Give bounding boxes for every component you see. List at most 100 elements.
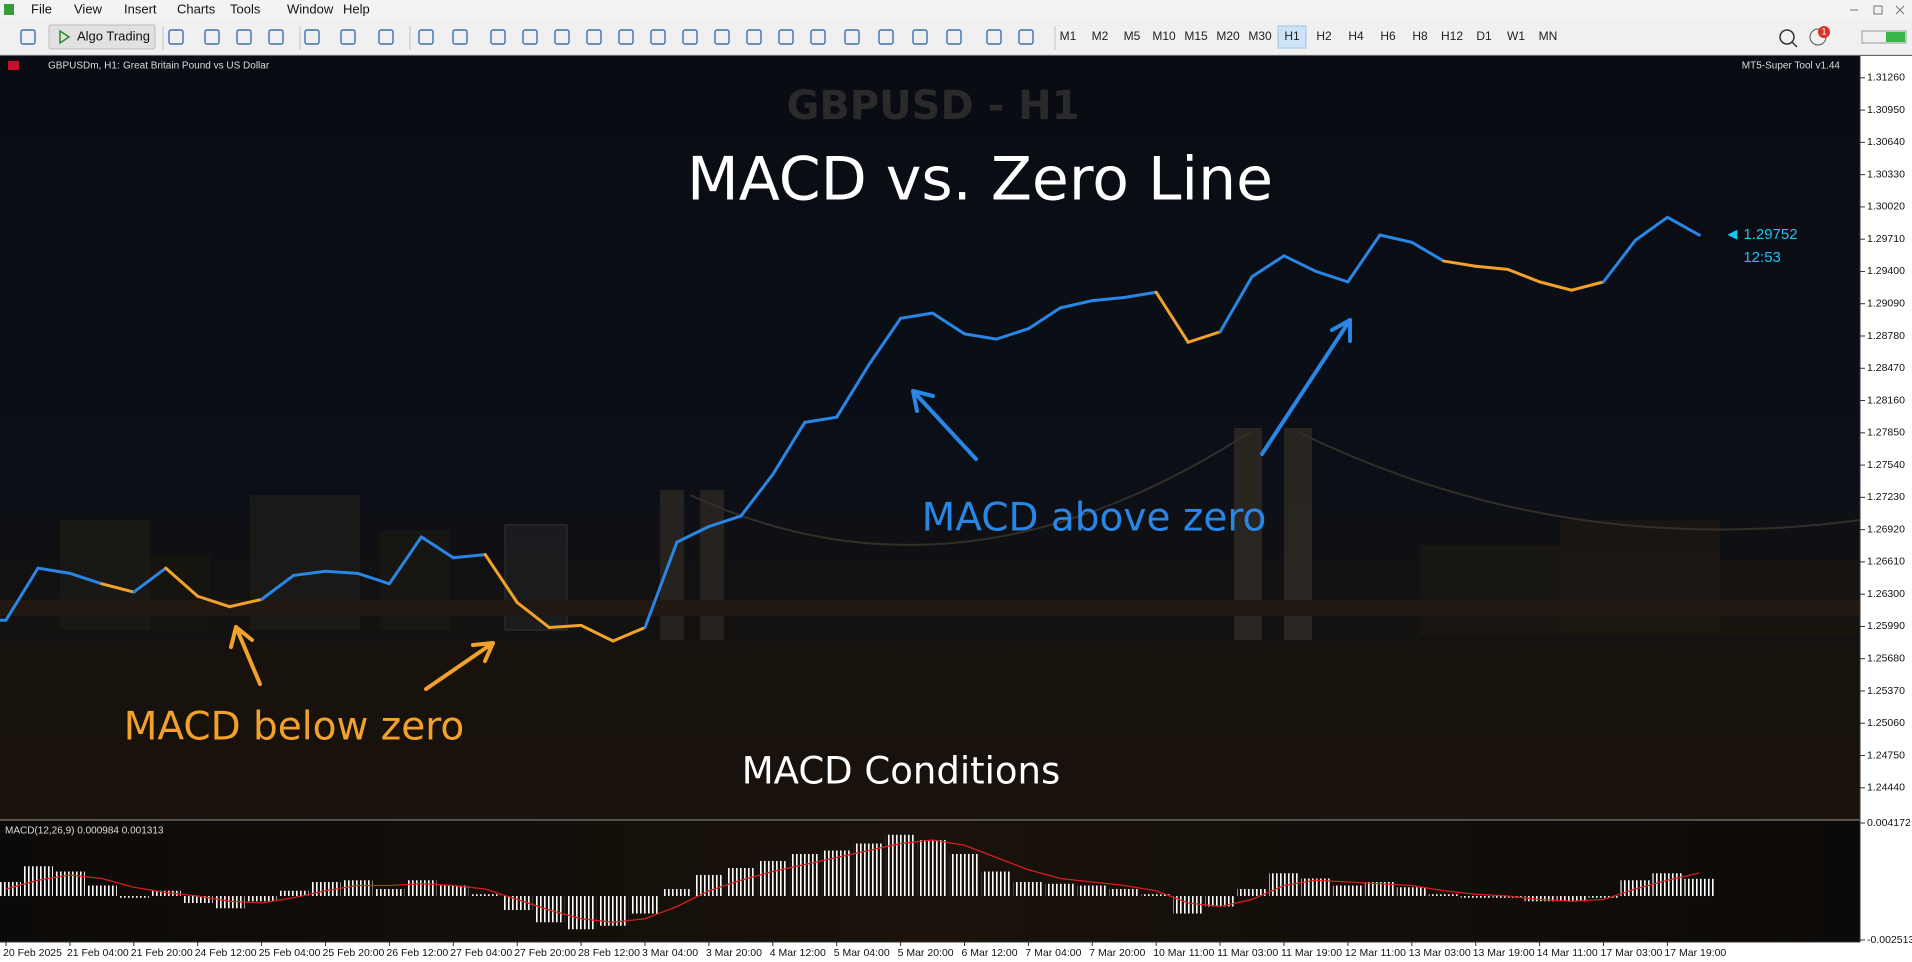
x-tick-label: 17 Mar 03:00 [1601,947,1663,959]
menu-item[interactable]: File [31,1,52,16]
toolbar-icon[interactable] [778,29,794,45]
timeframe-button[interactable]: H8 [1412,29,1428,43]
toolbar-icon[interactable] [986,29,1002,45]
x-tick-label: 5 Mar 20:00 [898,947,954,959]
menu-item[interactable]: Charts [177,1,216,16]
timeframe-button[interactable]: H6 [1380,29,1396,43]
toolbar-icon[interactable] [168,29,184,45]
toolbar-icon[interactable] [618,29,634,45]
x-tick-label: 13 Mar 03:00 [1409,947,1471,959]
y-tick-label: 1.29400 [1867,265,1905,277]
toolbar-icon[interactable] [378,29,394,45]
timeframe-button[interactable]: H12 [1441,29,1463,43]
toolbar-icon[interactable] [878,29,894,45]
restore[interactable] [1873,5,1883,15]
toolbar-icon[interactable] [746,29,762,45]
toolbar-icon[interactable] [304,29,320,45]
play-icon [59,29,71,45]
arrows-below [229,625,495,691]
timeframe-button[interactable]: H2 [1316,29,1332,43]
y-tick-label: 1.26300 [1867,588,1905,600]
toolbar-icon[interactable] [522,29,538,45]
x-tick-label: 21 Feb 20:00 [131,947,193,959]
timeframe-button[interactable]: M30 [1248,29,1272,43]
menu-item[interactable]: Window [287,1,334,16]
menu-item[interactable]: Tools [230,1,261,16]
toolbar-icon[interactable] [946,29,962,45]
macd-bar [470,894,501,897]
toolbar-icon[interactable] [912,29,928,45]
macd-bar [1237,889,1268,897]
toolbar-icon[interactable] [268,29,284,45]
toolbar-icon[interactable] [340,29,356,45]
y-tick-label: 1.27230 [1867,491,1905,503]
search-icon[interactable] [1779,29,1795,45]
menu-item[interactable]: Insert [124,1,157,16]
x-tick-label: 27 Feb 20:00 [514,947,576,959]
price-segment [1570,280,1605,292]
x-tick-label: 5 Mar 04:00 [834,947,890,959]
x-tick-label: 17 Mar 19:00 [1664,947,1726,959]
toolbar-icon[interactable] [452,29,468,45]
y-tick-label: 1.27540 [1867,459,1905,471]
macd-bar [566,896,597,930]
y-tick-label: 1.25990 [1867,620,1905,632]
timeframe-button[interactable]: MN [1539,29,1558,43]
y2-tick-label: 0.004172 [1867,817,1911,829]
annotation-below: MACD below zero [124,705,465,750]
building [1720,560,1860,635]
algo-trading-button[interactable] [48,24,156,50]
price-segment [1282,254,1318,273]
symbol-label: GBPUSDm, H1: [48,61,120,72]
toolbar-icon[interactable] [1018,29,1034,45]
price-segment [292,569,327,577]
macd-bar [246,896,277,902]
x-tick-label: 11 Mar 03:00 [1217,947,1278,959]
toolbar-icon[interactable] [490,29,506,45]
y-tick-label: 1.26610 [1867,556,1905,568]
signal-meter-fill [1886,32,1905,42]
close[interactable] [1895,5,1905,15]
timeframe-button[interactable]: M10 [1152,29,1176,43]
macd-bar [182,896,213,904]
menu-item[interactable]: Help [343,1,370,16]
timeframes: M1 M2 M5 M10 M15 M20 M30 H1 H2 H4 H6 H8 H12 D1 W1 MN [1060,25,1558,49]
toolbar-icon[interactable] [586,29,602,45]
toolbar-icon[interactable] [682,29,698,45]
toolbar-icon[interactable] [204,29,220,45]
price-segment [515,601,551,629]
toolbar-icon[interactable] [714,29,730,45]
price-segment [324,569,359,575]
timeframe-button[interactable]: M20 [1216,29,1240,43]
toolbar-icon[interactable] [236,29,252,45]
macd-bar [1300,878,1331,897]
macd-bar [1620,880,1651,897]
timeframe-button[interactable]: D1 [1476,29,1492,43]
macd-bar [981,871,1012,897]
timeframe-button[interactable]: M1 [1060,29,1077,43]
x-tick-label: 27 Feb 04:00 [450,947,512,959]
y-tick-label: 1.31260 [1867,72,1905,84]
toolbar-icon[interactable] [418,29,434,45]
timeframe-button[interactable]: M5 [1124,29,1141,43]
macd-bar [1364,882,1395,897]
macd-bar [1460,896,1491,898]
price-segment [1026,306,1062,331]
toolbar-icon[interactable] [810,29,826,45]
timeframe-button[interactable]: W1 [1507,29,1525,43]
toolbar-icon[interactable] [650,29,666,45]
price-segment [1538,280,1574,292]
menu-item[interactable]: View [74,1,103,16]
toolbar-icon[interactable] [844,29,860,45]
toolbar-icon[interactable] [554,29,570,45]
y-tick-label: 1.30330 [1867,168,1905,180]
timeframe-button[interactable]: M15 [1184,29,1208,43]
timeframe-button[interactable]: H4 [1348,29,1364,43]
toolbar-icon[interactable] [20,29,36,45]
timeframe-button[interactable]: M2 [1092,29,1109,43]
macd-bar [1332,885,1363,897]
timeframe-button[interactable]: H1 [1284,29,1300,43]
macd-bar [885,834,916,897]
price-segment [994,327,1030,341]
